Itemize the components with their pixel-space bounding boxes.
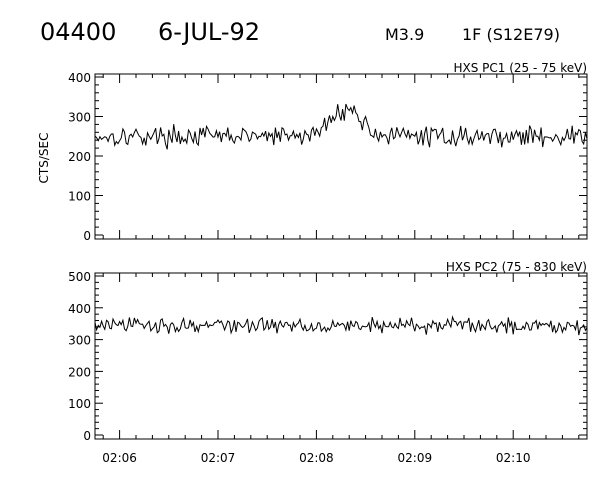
series-line: [94, 103, 588, 150]
y-tick-label: 0: [83, 429, 91, 443]
y-tick-label: 400: [68, 71, 91, 85]
x-tick-label: 02:09: [398, 451, 433, 465]
x-tick-label: 02:06: [102, 451, 137, 465]
x-ticks: [102, 273, 580, 439]
y-ticks: 0 100 200 300 400: [68, 71, 587, 243]
y-ticks: 0 100 200 300 400 500: [68, 270, 587, 443]
y-tick-label: 400: [68, 302, 91, 316]
event-date: 6-JUL-92: [158, 18, 260, 46]
y-tick-label: 200: [68, 150, 91, 164]
optical-class-location: 1F (S12E79): [462, 25, 560, 44]
plot-frame: [94, 272, 588, 440]
y-tick-label: 200: [68, 365, 91, 379]
panel-pc2: HXS PC2 (75 - 830 keV) 0 100 200 300 400 500: [68, 260, 588, 443]
y-tick-label: 100: [68, 190, 91, 204]
x-ticks: [102, 74, 580, 239]
panel-title: HXS PC2 (75 - 830 keV): [446, 260, 587, 274]
x-tick-label: 02:08: [299, 451, 334, 465]
y-tick-label: 500: [68, 270, 91, 284]
x-tick-label: 02:07: [201, 451, 236, 465]
panel-title: HXS PC1 (25 - 75 keV): [453, 61, 587, 75]
y-axis-label: CTS/SEC: [37, 133, 51, 184]
series-line: [94, 315, 588, 336]
y-tick-label: 300: [68, 334, 91, 348]
y-tick-label: 300: [68, 111, 91, 125]
x-tick-labels: 02:06 02:07 02:08 02:09 02:10: [102, 451, 530, 465]
flare-class: M3.9: [385, 25, 424, 44]
plot-frame: [94, 73, 588, 240]
y-tick-label: 100: [68, 397, 91, 411]
panel-pc1: HXS PC1 (25 - 75 keV) CTS/SEC 0 100 200 300…: [37, 61, 588, 243]
x-tick-label: 02:10: [496, 451, 531, 465]
y-tick-label: 0: [83, 229, 91, 243]
event-id: 04400: [40, 18, 116, 46]
